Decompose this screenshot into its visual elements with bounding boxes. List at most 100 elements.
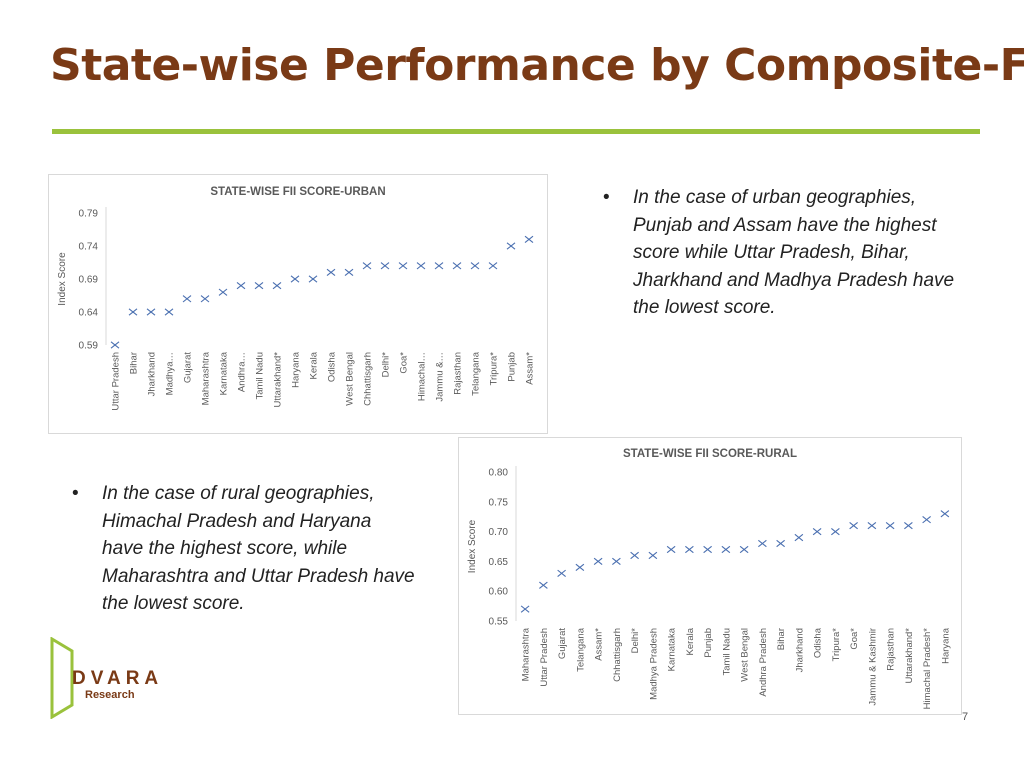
x-tick-label: Gujarat xyxy=(183,352,194,384)
x-tick-label: Chhattisgarh xyxy=(612,628,623,682)
x-tick-label: Telangana xyxy=(575,627,586,672)
x-tick-label: Jammu & Kashmir xyxy=(867,628,878,706)
data-point xyxy=(557,569,566,577)
y-tick-label: 0.80 xyxy=(489,468,509,479)
data-point xyxy=(666,545,676,554)
data-point xyxy=(290,275,300,283)
urban-bullet-text: In the case of urban geographies, Punjab… xyxy=(633,187,955,318)
x-tick-label: Haryana xyxy=(291,351,302,388)
x-tick-label: Uttarakhand* xyxy=(904,628,915,684)
x-tick-label: Uttarakhand* xyxy=(273,352,284,408)
x-tick-label: Assam* xyxy=(594,628,605,661)
y-tick-label: 0.69 xyxy=(79,275,99,286)
data-point xyxy=(885,522,895,530)
x-tick-label: Maharashtra xyxy=(201,351,212,405)
y-tick-label: 0.65 xyxy=(489,557,509,568)
x-tick-label: Delhi* xyxy=(630,628,641,654)
x-tick-label: Jammu &… xyxy=(435,352,446,402)
x-tick-label: Telangana xyxy=(471,351,482,396)
rural-chart: STATE-WISE FII SCORE-RURAL Index Score 0.8… xyxy=(467,448,951,710)
data-point xyxy=(849,522,858,530)
data-point xyxy=(776,539,785,548)
x-tick-label: Kerala xyxy=(309,351,320,379)
data-point xyxy=(434,262,444,270)
x-tick-label: West Bengal xyxy=(740,628,751,682)
x-tick-label: Himachal… xyxy=(417,352,428,401)
data-point xyxy=(685,545,694,554)
data-point xyxy=(506,242,516,250)
x-tick-label: Karnataka xyxy=(219,351,230,395)
rural-bullet-text: In the case of rural geographies, Himach… xyxy=(102,483,415,614)
data-point xyxy=(575,563,585,571)
data-point xyxy=(940,510,950,518)
x-tick-label: Rajasthan xyxy=(453,352,464,395)
y-tick-label: 0.70 xyxy=(489,527,509,538)
data-point xyxy=(721,545,731,554)
logo-sub: Research xyxy=(85,689,135,701)
data-point xyxy=(200,295,210,303)
title-divider xyxy=(52,129,980,134)
data-point xyxy=(812,527,822,536)
y-tick-label: 0.74 xyxy=(79,242,99,253)
y-tick-label: 0.75 xyxy=(489,497,509,508)
data-point xyxy=(236,281,246,290)
x-tick-label: Goa* xyxy=(399,352,410,374)
urban-bullet: • In the case of urban geographies, Punj… xyxy=(603,184,963,322)
data-point xyxy=(524,235,534,244)
y-tick-label: 0.59 xyxy=(79,341,99,352)
data-point xyxy=(272,281,282,290)
data-point xyxy=(398,262,408,270)
data-point xyxy=(308,275,318,283)
data-point xyxy=(703,545,712,554)
bullet-dot: • xyxy=(603,187,610,208)
x-tick-label: Bihar xyxy=(129,352,140,374)
bullet-dot: • xyxy=(72,483,79,504)
x-tick-label: Tripura* xyxy=(489,352,500,386)
x-tick-label: Odisha xyxy=(813,627,824,658)
dvara-logo-icon xyxy=(50,637,74,719)
x-tick-label: Goa* xyxy=(849,628,860,650)
data-point xyxy=(758,539,767,548)
rural-chart-panel: STATE-WISE FII SCORE-RURAL Index Score 0.8… xyxy=(458,437,962,715)
data-point xyxy=(904,522,913,530)
x-tick-label: Tripura* xyxy=(831,628,842,662)
x-tick-label: Jharkhand xyxy=(794,628,805,672)
x-tick-label: Delhi* xyxy=(381,352,392,378)
x-tick-label: Assam* xyxy=(525,352,536,385)
y-tick-label: 0.60 xyxy=(489,587,509,598)
x-tick-label: Chhattisgarh xyxy=(363,352,374,406)
data-point xyxy=(218,288,228,296)
data-point xyxy=(146,308,156,316)
x-tick-label: Punjab xyxy=(703,628,714,658)
data-point xyxy=(182,295,192,303)
data-point xyxy=(452,262,462,270)
data-point xyxy=(539,581,548,589)
rural-bullet: • In the case of rural geographies, Hima… xyxy=(72,480,417,618)
x-tick-label: Odisha xyxy=(327,351,338,382)
data-point xyxy=(739,545,749,554)
data-point xyxy=(488,262,498,270)
x-tick-label: Rajasthan xyxy=(886,628,897,671)
data-point xyxy=(794,533,804,542)
data-point xyxy=(380,262,390,270)
data-point xyxy=(470,262,480,270)
x-tick-label: Uttar Pradesh xyxy=(111,352,122,411)
x-tick-label: Kerala xyxy=(685,627,696,655)
x-tick-label: Maharashtra xyxy=(521,627,532,681)
data-point xyxy=(254,281,264,290)
x-tick-label: Jharkhand xyxy=(147,352,158,396)
x-tick-label: Andhra Pradesh xyxy=(758,628,769,697)
x-tick-label: Haryana xyxy=(940,627,951,664)
data-point xyxy=(344,268,354,277)
x-tick-label: Karnataka xyxy=(667,627,678,671)
x-tick-label: Himachal Pradesh* xyxy=(922,628,933,710)
x-tick-label: Andhra… xyxy=(237,352,248,392)
x-tick-label: Bihar xyxy=(776,628,787,650)
y-tick-label: 0.79 xyxy=(79,209,99,220)
x-tick-label: Punjab xyxy=(507,352,518,382)
data-point xyxy=(416,262,426,270)
urban-chart-panel: STATE-WISE FII SCORE-URBAN Index Score 0.7… xyxy=(48,174,548,434)
chart-title: STATE-WISE FII SCORE-RURAL xyxy=(623,448,797,460)
x-tick-label: Uttar Pradesh xyxy=(539,628,550,687)
data-point xyxy=(593,557,603,566)
